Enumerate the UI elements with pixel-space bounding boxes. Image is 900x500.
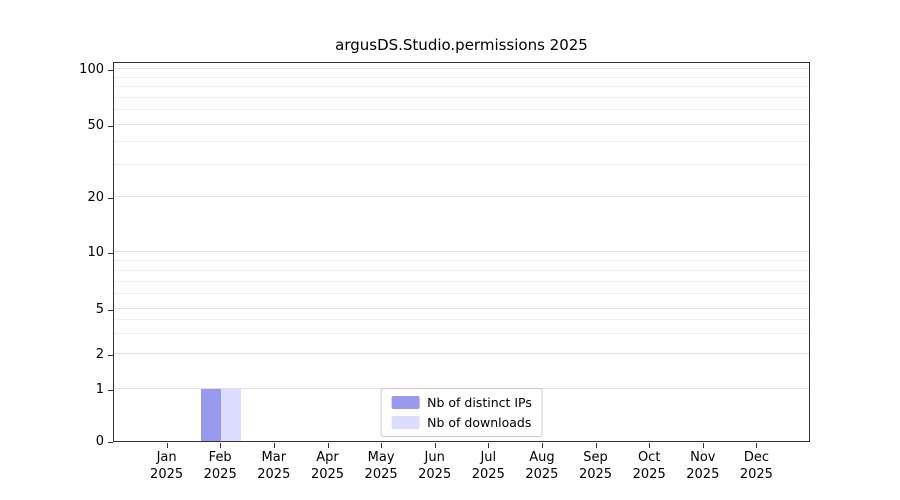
major-gridline bbox=[114, 123, 809, 125]
legend: Nb of distinct IPs Nb of downloads bbox=[380, 388, 543, 437]
y-tick-mark bbox=[108, 310, 113, 312]
y-tick-label: 100 bbox=[79, 62, 104, 77]
x-tick-label: Nov 2025 bbox=[686, 450, 720, 482]
plot-area: Nb of distinct IPs Nb of downloads bbox=[113, 62, 810, 442]
legend-item: Nb of distinct IPs bbox=[391, 395, 532, 410]
x-tick-label: Sep 2025 bbox=[578, 450, 613, 482]
x-tick-mark bbox=[434, 443, 436, 448]
x-tick-mark bbox=[327, 443, 329, 448]
legend-swatch-icon bbox=[391, 396, 420, 409]
y-tick-label: 0 bbox=[95, 434, 104, 449]
minor-gridline bbox=[114, 269, 809, 271]
x-tick-label: Mar 2025 bbox=[257, 450, 291, 482]
minor-gridline bbox=[114, 76, 809, 78]
y-tick-mark bbox=[108, 355, 113, 356]
x-tick-label: Aug 2025 bbox=[525, 450, 559, 482]
legend-item: Nb of downloads bbox=[391, 415, 532, 430]
x-tick-mark bbox=[702, 443, 704, 448]
bar bbox=[221, 388, 242, 441]
y-tick-label: 50 bbox=[87, 117, 104, 133]
x-tick-mark bbox=[166, 443, 168, 448]
minor-gridline bbox=[114, 280, 809, 282]
x-tick-mark bbox=[273, 443, 275, 448]
major-gridline bbox=[114, 308, 809, 310]
y-tick-mark bbox=[108, 389, 113, 391]
x-tick-label: May 2025 bbox=[364, 450, 398, 482]
x-tick-label: Feb 2025 bbox=[203, 450, 237, 482]
x-tick-mark bbox=[220, 443, 222, 448]
x-tick-mark bbox=[649, 443, 651, 448]
y-tick-label: 5 bbox=[95, 302, 104, 318]
x-tick-label: Jun 2025 bbox=[418, 450, 452, 482]
y-tick-mark bbox=[108, 198, 113, 199]
minor-gridline bbox=[114, 319, 809, 321]
minor-gridline bbox=[114, 164, 809, 166]
x-tick-mark bbox=[756, 443, 758, 448]
y-tick-mark bbox=[108, 70, 113, 71]
y-tick-label: 1 bbox=[95, 381, 104, 397]
major-gridline bbox=[114, 196, 809, 197]
major-gridline bbox=[114, 68, 809, 69]
major-gridline bbox=[114, 251, 809, 253]
x-tick-label: Jul 2025 bbox=[471, 450, 505, 482]
x-tick-label: Jan 2025 bbox=[150, 450, 184, 482]
minor-gridline bbox=[114, 96, 809, 98]
legend-label: Nb of downloads bbox=[427, 415, 532, 430]
y-tick-label: 2 bbox=[95, 347, 104, 362]
x-tick-mark bbox=[541, 443, 543, 448]
legend-swatch-icon bbox=[391, 416, 420, 429]
x-tick-label: Dec 2025 bbox=[739, 450, 773, 482]
minor-gridline bbox=[114, 333, 809, 335]
y-tick-mark bbox=[108, 253, 113, 255]
y-tick-mark bbox=[108, 442, 113, 443]
y-tick-label: 10 bbox=[87, 245, 104, 261]
minor-gridline bbox=[114, 293, 809, 295]
minor-gridline bbox=[114, 86, 809, 87]
x-tick-mark bbox=[488, 443, 490, 448]
x-tick-mark bbox=[595, 443, 597, 448]
x-tick-label: Oct 2025 bbox=[632, 450, 666, 482]
y-tick-mark bbox=[108, 125, 113, 127]
major-gridline bbox=[114, 353, 809, 354]
y-tick-label: 20 bbox=[87, 190, 104, 205]
x-tick-mark bbox=[381, 443, 383, 448]
legend-label: Nb of distinct IPs bbox=[427, 395, 532, 410]
minor-gridline bbox=[114, 109, 809, 111]
chart-title: argusDS.Studio.permissions 2025 bbox=[335, 36, 588, 54]
x-tick-label: Apr 2025 bbox=[310, 450, 345, 482]
minor-gridline bbox=[114, 141, 809, 143]
bar bbox=[201, 388, 222, 441]
minor-gridline bbox=[114, 259, 809, 261]
